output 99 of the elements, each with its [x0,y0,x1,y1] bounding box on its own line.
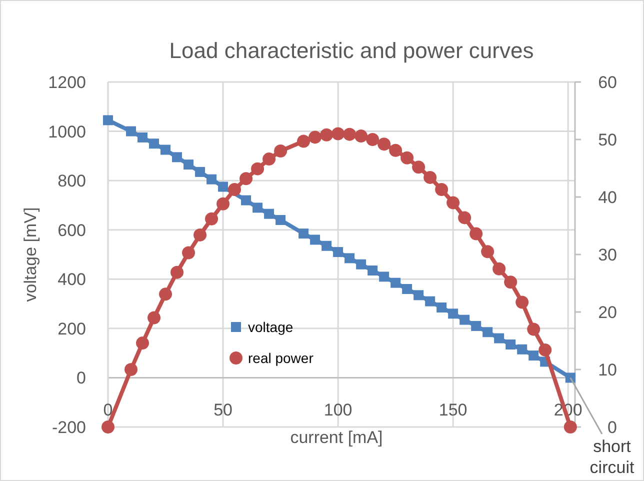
point [126,126,136,136]
point [436,302,447,312]
point [412,160,426,174]
point [400,151,414,164]
y2-tick-label: 20 [598,303,617,322]
point [310,234,320,245]
point [297,134,310,148]
point [276,215,286,225]
point [402,284,412,294]
point [527,322,540,336]
point [160,144,171,155]
point [251,162,264,176]
point [424,170,437,184]
y2-tick-label: 10 [598,360,617,380]
point [366,133,380,146]
point [124,363,138,376]
x-tick-label: 150 [438,400,468,420]
point [389,144,402,157]
point [228,183,242,196]
point [148,311,161,324]
y-tick-label: 1000 [48,122,86,142]
point [262,152,276,166]
point [460,314,470,325]
y-tick-label: 800 [58,172,86,191]
point [538,343,552,356]
point [184,160,194,170]
point [448,308,458,319]
point [528,350,539,361]
point [344,253,355,264]
point [308,130,322,144]
point [333,247,344,258]
point [516,296,529,309]
legend-label: real power [248,350,314,366]
y-tick-label: 0 [76,368,86,388]
y2-tick-label: 40 [598,188,617,207]
point [379,272,390,282]
x-tick-label: 100 [324,400,352,420]
point [252,202,263,213]
point [206,174,217,184]
point [565,372,576,383]
chart-title: Load characteristic and power curves [169,38,534,63]
point [492,262,506,276]
point [504,276,518,289]
point [172,152,182,162]
point [354,130,368,143]
point [368,266,378,276]
point [218,182,228,192]
point [446,196,460,210]
point [240,172,253,186]
point [494,333,504,344]
point [482,327,493,338]
point [517,344,528,354]
point [322,240,332,251]
point [149,138,160,149]
point [470,227,483,240]
y-tick-label: 400 [58,270,86,290]
y-tick-label: 600 [58,220,86,240]
point [506,339,516,350]
point [298,228,309,239]
y-tick-label: 1200 [48,73,86,92]
point [378,138,391,151]
y2-tick-label: 0 [608,418,617,437]
point [435,183,448,196]
point [205,212,218,226]
y2-tick-label: 60 [598,73,617,92]
y-tick-label: -200 [52,418,86,437]
y-tick-label: 200 [58,319,86,338]
point [390,278,401,288]
point [425,296,436,306]
point [136,336,150,350]
point [414,290,424,300]
point [471,320,482,331]
point [332,127,345,140]
point [343,128,356,141]
point [274,144,288,158]
point [320,128,334,142]
x-tick-label: 50 [214,400,232,420]
x-axis-title: current [mA] [290,428,383,447]
legend-label: voltage [248,319,294,335]
point [481,245,494,258]
annotation: short circuit [590,437,634,477]
point [194,228,207,242]
point [138,132,148,142]
point [356,259,366,270]
point [182,246,196,260]
y-axis-title: voltage [mV] [21,207,40,302]
point [102,420,114,434]
point [216,197,230,210]
point [195,166,206,177]
point [103,115,113,126]
x-tick-label: 0 [103,400,113,420]
point [241,195,252,206]
point [170,266,184,279]
y2-tick-label: 30 [598,246,617,264]
point [564,420,577,434]
y2-tick-label: 50 [598,130,617,150]
point [264,208,274,219]
point [159,288,172,301]
point [458,211,472,224]
